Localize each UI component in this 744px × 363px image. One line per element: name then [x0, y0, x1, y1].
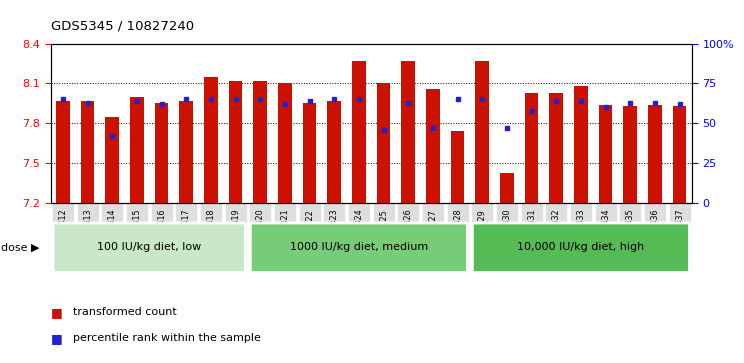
FancyBboxPatch shape [472, 223, 690, 273]
Text: percentile rank within the sample: percentile rank within the sample [73, 333, 261, 343]
Bar [402, 61, 415, 203]
Bar [229, 81, 243, 203]
Bar [376, 83, 391, 203]
Text: 10,000 IU/kg diet, high: 10,000 IU/kg diet, high [517, 242, 644, 252]
Bar [426, 89, 440, 203]
Bar [352, 61, 366, 203]
Bar [278, 83, 292, 203]
FancyBboxPatch shape [53, 223, 246, 273]
Bar [81, 101, 94, 203]
Text: dose ▶: dose ▶ [1, 243, 40, 253]
Text: transformed count: transformed count [73, 307, 176, 317]
Bar [303, 103, 316, 203]
Bar [155, 103, 168, 203]
Bar [648, 105, 661, 203]
Bar [475, 61, 489, 203]
Text: ■: ■ [51, 332, 62, 345]
Bar [550, 93, 563, 203]
Bar [623, 106, 637, 203]
Text: 1000 IU/kg diet, medium: 1000 IU/kg diet, medium [290, 242, 428, 252]
Text: ■: ■ [51, 306, 62, 319]
Bar [500, 173, 513, 203]
Bar [106, 117, 119, 203]
Bar [599, 105, 612, 203]
Bar [327, 101, 341, 203]
Bar [451, 131, 464, 203]
Bar [204, 77, 218, 203]
Text: GDS5345 / 10827240: GDS5345 / 10827240 [51, 20, 193, 33]
Bar [254, 81, 267, 203]
Bar [525, 93, 539, 203]
Bar [574, 86, 588, 203]
Text: 100 IU/kg diet, low: 100 IU/kg diet, low [97, 242, 202, 252]
Bar [179, 101, 193, 203]
Bar [130, 97, 144, 203]
FancyBboxPatch shape [251, 223, 467, 273]
Bar [673, 106, 687, 203]
Bar [56, 101, 70, 203]
